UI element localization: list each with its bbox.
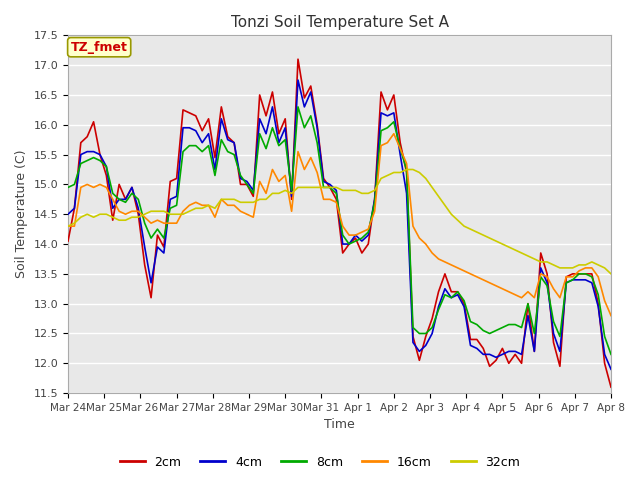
Title: Tonzi Soil Temperature Set A: Tonzi Soil Temperature Set A: [230, 15, 449, 30]
Text: TZ_fmet: TZ_fmet: [71, 41, 127, 54]
Y-axis label: Soil Temperature (C): Soil Temperature (C): [15, 150, 28, 278]
Legend: 2cm, 4cm, 8cm, 16cm, 32cm: 2cm, 4cm, 8cm, 16cm, 32cm: [115, 451, 525, 474]
X-axis label: Time: Time: [324, 419, 355, 432]
